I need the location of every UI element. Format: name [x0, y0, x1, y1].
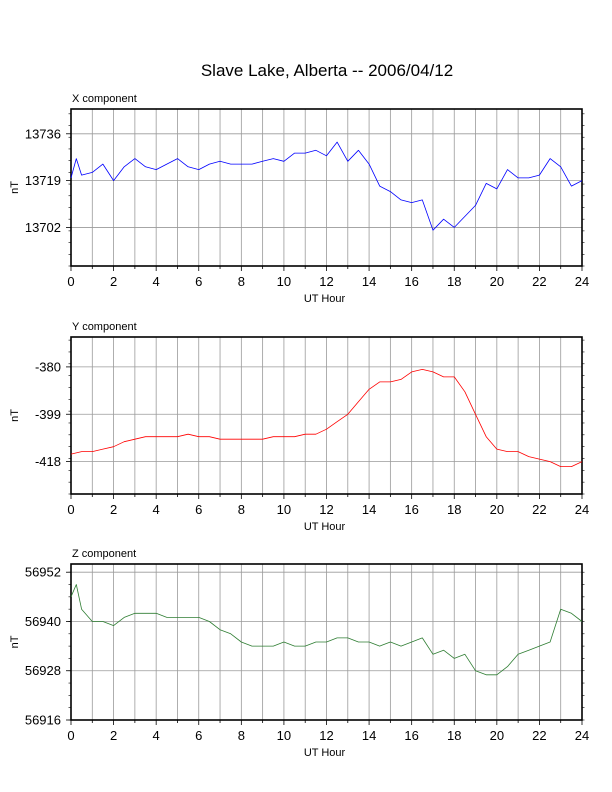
x-tick-label: 24 — [575, 502, 589, 517]
y-tick-label: -418 — [35, 454, 61, 469]
x-tick-label: 4 — [153, 728, 160, 743]
x-tick-label: 18 — [447, 728, 461, 743]
x-tick-label: 8 — [238, 728, 245, 743]
x-tick-label: 20 — [490, 502, 504, 517]
x-tick-label: 2 — [110, 274, 117, 289]
x-tick-label: 6 — [195, 274, 202, 289]
x-tick-label: 4 — [153, 502, 160, 517]
x-axis-label: UT Hour — [304, 293, 346, 305]
x-tick-label: 16 — [404, 274, 418, 289]
plot-frame — [70, 563, 583, 721]
y-tick-label: -380 — [35, 359, 61, 374]
x-tick-label: 12 — [319, 728, 333, 743]
panel-title: X component — [72, 93, 137, 105]
y-tick-label: 13702 — [25, 220, 61, 235]
x-tick-label: 22 — [532, 502, 546, 517]
x-tick-label: 16 — [404, 502, 418, 517]
y-tick-label: 56940 — [25, 614, 61, 629]
x-tick-label: 4 — [153, 274, 160, 289]
x-axis-label: UT Hour — [304, 747, 346, 759]
x-tick-label: 24 — [575, 728, 589, 743]
x-tick-label: 10 — [277, 502, 291, 517]
x-tick-label: 8 — [238, 274, 245, 289]
y-tick-label: 56952 — [25, 565, 61, 580]
x-tick-label: 6 — [195, 502, 202, 517]
y-tick-label: 13719 — [25, 173, 61, 188]
figure-title: Slave Lake, Alberta -- 2006/04/12 — [201, 61, 453, 80]
x-tick-label: 16 — [404, 728, 418, 743]
x-tick-label: 8 — [238, 502, 245, 517]
y-axis-label: nT — [9, 409, 21, 422]
x-tick-label: 18 — [447, 502, 461, 517]
x-axis-label: UT Hour — [304, 521, 346, 533]
x-tick-label: 2 — [110, 502, 117, 517]
x-tick-label: 0 — [67, 502, 74, 517]
x-tick-label: 0 — [67, 274, 74, 289]
x-tick-label: 12 — [319, 502, 333, 517]
panel-title: Z component — [72, 548, 136, 560]
x-tick-label: 12 — [319, 274, 333, 289]
x-tick-label: 24 — [575, 274, 589, 289]
x-tick-label: 18 — [447, 274, 461, 289]
x-tick-label: 2 — [110, 728, 117, 743]
x-tick-label: 14 — [362, 502, 376, 517]
x-tick-label: 22 — [532, 274, 546, 289]
x-tick-label: 6 — [195, 728, 202, 743]
y-axis-label: nT — [9, 181, 21, 194]
series-line — [70, 584, 583, 676]
x-tick-label: 20 — [490, 728, 504, 743]
y-tick-label: 56916 — [25, 713, 61, 728]
series-line — [70, 141, 583, 231]
x-tick-label: 10 — [277, 728, 291, 743]
x-tick-label: 14 — [362, 274, 376, 289]
plot-frame — [70, 108, 583, 267]
y-tick-label: 13736 — [25, 126, 61, 141]
panel-title: Y component — [72, 321, 137, 333]
x-tick-label: 14 — [362, 728, 376, 743]
y-axis-label: nT — [9, 635, 21, 648]
x-tick-label: 20 — [490, 274, 504, 289]
x-tick-label: 22 — [532, 728, 546, 743]
y-tick-label: -399 — [35, 407, 61, 422]
y-tick-label: 56928 — [25, 663, 61, 678]
x-tick-label: 0 — [67, 728, 74, 743]
x-tick-label: 10 — [277, 274, 291, 289]
plot-frame — [70, 336, 583, 495]
series-line — [70, 369, 583, 467]
